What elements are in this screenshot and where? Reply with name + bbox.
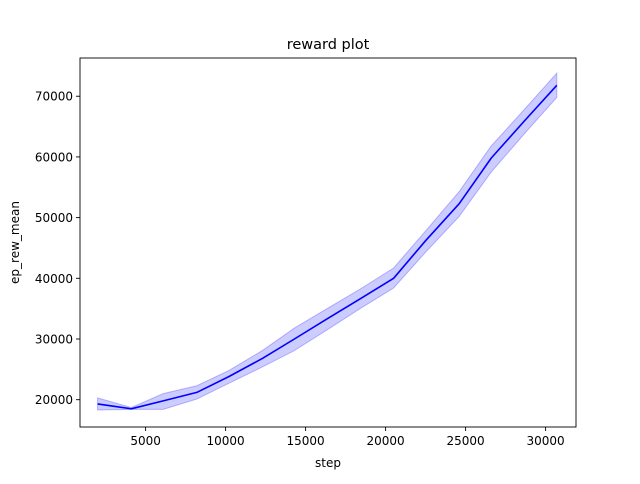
- y-tick-label: 20000: [35, 393, 73, 407]
- axes-layer: 5000 10000 15000 20000 25000 30000 20000 30000 4…: [35, 57, 577, 448]
- chart-title: reward plot: [287, 37, 370, 53]
- data-point: [556, 85, 558, 87]
- x-tick-label: 30000: [527, 434, 565, 448]
- data-point: [228, 376, 230, 378]
- y-axis-label: ep_rew_mean: [8, 201, 22, 284]
- axes-frame: [79, 57, 577, 428]
- data-point: [490, 157, 492, 159]
- plot-layer: [97, 71, 558, 411]
- data-point: [524, 120, 526, 122]
- data-point: [262, 358, 264, 360]
- data-point: [294, 338, 296, 340]
- data-point: [162, 400, 164, 402]
- data-point: [196, 392, 198, 394]
- x-tick-label: 25000: [447, 434, 485, 448]
- y-tick-label: 60000: [35, 150, 73, 164]
- data-point: [130, 408, 132, 410]
- y-tick-label: 40000: [35, 272, 73, 286]
- data-point: [327, 318, 329, 320]
- data-point: [359, 298, 361, 300]
- x-tick-label: 15000: [287, 434, 325, 448]
- x-axis-label: step: [315, 456, 341, 470]
- x-tick-label: 10000: [207, 434, 245, 448]
- x-tick-label: 20000: [367, 434, 405, 448]
- y-tick-label: 50000: [35, 211, 73, 225]
- y-tick-label: 70000: [35, 90, 73, 104]
- data-point: [458, 203, 460, 205]
- data-point: [393, 278, 395, 280]
- data-point: [425, 240, 427, 242]
- x-tick-label: 5000: [130, 434, 161, 448]
- confidence-band-0: [97, 71, 558, 411]
- y-tick-label: 30000: [35, 332, 73, 346]
- series-line-0: [97, 84, 558, 410]
- data-point: [97, 403, 99, 405]
